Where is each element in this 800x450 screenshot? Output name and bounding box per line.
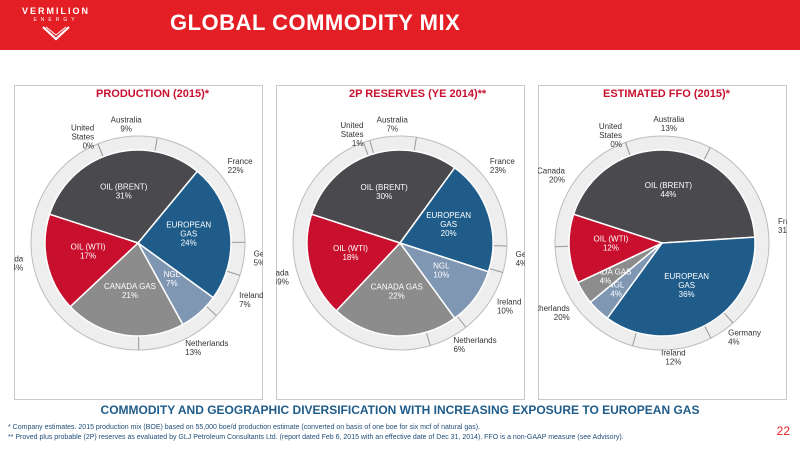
country-divider-france bbox=[154, 137, 158, 152]
chart-title-ffo: ESTIMATED FFO (2015)* bbox=[603, 88, 730, 100]
country-label-canada: Canada44% bbox=[14, 255, 24, 273]
country-label-france: France 23% bbox=[490, 157, 515, 175]
country-divider-australia bbox=[369, 140, 375, 154]
slice-oil-brent bbox=[310, 149, 456, 244]
slice-oil-brent bbox=[572, 149, 756, 244]
slice-label-canada-gas: CANADA GAS 22% bbox=[371, 283, 423, 301]
country-label-germany: Germany5% bbox=[254, 249, 263, 267]
slice-label-oil-wti: OIL (WTI) 17% bbox=[71, 243, 106, 261]
slice-oil-wti bbox=[44, 213, 140, 308]
country-divider-france bbox=[703, 147, 711, 161]
slice-oil-wti bbox=[568, 213, 665, 284]
country-label-netherlands: Netherlands 6% bbox=[453, 336, 496, 354]
country-label-netherlands: Netherlands 13% bbox=[185, 339, 228, 357]
slice-european-gas bbox=[398, 166, 494, 273]
country-label-australia: Australia 9% bbox=[111, 116, 143, 134]
country-divider-germany bbox=[723, 312, 734, 324]
slice-canada-gas bbox=[335, 241, 456, 337]
footer-headline: COMMODITY AND GEOGRAPHIC DIVERSIFICATION… bbox=[100, 403, 700, 417]
slice-label-canada-gas: CANADA GAS 21% bbox=[104, 282, 156, 300]
country-label-canada: Canada49% bbox=[276, 269, 289, 287]
logo-subtitle: ENERGY bbox=[33, 17, 79, 23]
country-label-united-states: United States 0% bbox=[71, 124, 94, 151]
slice-label-european-gas: EUROPEAN GAS 24% bbox=[166, 221, 211, 248]
slice-oil-wti bbox=[306, 213, 402, 312]
slice-label-ngl: NGL 7% bbox=[164, 270, 181, 288]
country-label-canada: Canada 20% bbox=[538, 167, 566, 185]
country-divider-netherlands bbox=[205, 305, 217, 317]
country-label-united-states: United States 1% bbox=[340, 121, 363, 148]
logo-name: VERMILION bbox=[21, 6, 90, 16]
country-label-australia: Australia 13% bbox=[653, 115, 685, 133]
country-label-france: France 22% bbox=[228, 157, 253, 175]
slice-canada-gas bbox=[69, 241, 184, 337]
slice-label-oil-brent: OIL (BRENT) 30% bbox=[361, 183, 409, 201]
slice-label-oil-brent: OIL (BRENT) 31% bbox=[100, 182, 148, 200]
slice-european-gas bbox=[136, 170, 232, 299]
country-label-ireland: Ireland 10% bbox=[497, 297, 521, 315]
country-label-france: France31% bbox=[778, 217, 787, 235]
page-number: 22 bbox=[776, 424, 790, 438]
header-bar: VERMILION ENERGY GLOBAL COMMODITY MIX bbox=[0, 0, 800, 50]
slice-label-ngl: NGL 10% bbox=[433, 262, 450, 280]
logo-chevron-icon bbox=[42, 26, 70, 41]
page-title: GLOBAL COMMODITY MIX bbox=[170, 10, 461, 35]
slice-oil-brent bbox=[48, 149, 199, 244]
slice-label-european-gas: EUROPEAN GAS 36% bbox=[664, 272, 709, 299]
country-divider-australia bbox=[97, 143, 104, 157]
slice-label-oil-brent: OIL (BRENT) 44% bbox=[645, 181, 693, 199]
slice-label-european-gas: EUROPEAN GAS 20% bbox=[426, 211, 471, 238]
country-label-netherlands: Netherlands20% bbox=[538, 304, 570, 322]
slice-european-gas bbox=[606, 236, 756, 337]
country-divider-ireland bbox=[489, 268, 503, 273]
country-label-australia: Australia 7% bbox=[377, 115, 409, 133]
vermilion-logo: VERMILION ENERGY bbox=[0, 0, 112, 50]
footnote-2: ** Proved plus probable (2P) reserves as… bbox=[8, 434, 624, 441]
slice-label-oil-wti: OIL (WTI) 18% bbox=[333, 244, 368, 262]
slice-label-oil-wti: OIL (WTI) 12% bbox=[594, 235, 629, 253]
country-divider-netherlands bbox=[632, 332, 637, 346]
country-divider-france bbox=[413, 137, 417, 152]
country-label-ireland: Ireland 7% bbox=[239, 291, 263, 309]
country-label-united-states: United States 0% bbox=[599, 122, 622, 149]
slice-label-ngl: NGL 4% bbox=[608, 280, 625, 298]
country-divider-canada bbox=[425, 332, 431, 346]
country-label-ireland: Ireland 12% bbox=[661, 348, 685, 366]
chart-title-production: PRODUCTION (2015)* bbox=[96, 88, 210, 100]
footnote-1: * Company estimates. 2015 production mix… bbox=[8, 424, 480, 431]
country-divider-ireland bbox=[704, 325, 712, 339]
country-divider-netherlands bbox=[456, 315, 467, 328]
slice-label-canada-gas: CANADA GAS 4% bbox=[579, 267, 631, 285]
country-divider-ireland bbox=[226, 270, 241, 276]
chart-title-reserves: 2P RESERVES (YE 2014)** bbox=[349, 88, 487, 100]
country-divider-australia bbox=[624, 142, 631, 156]
country-divider-united-states bbox=[362, 142, 369, 156]
